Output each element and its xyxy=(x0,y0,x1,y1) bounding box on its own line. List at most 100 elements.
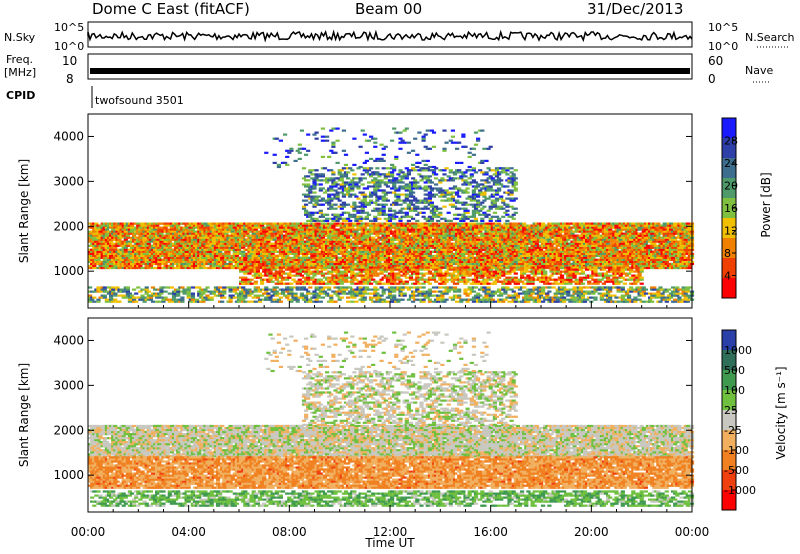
heatmap-cell xyxy=(169,286,174,289)
heatmap-cell xyxy=(452,286,458,289)
heatmap-cell xyxy=(354,230,359,233)
heatmap-cell xyxy=(358,292,363,295)
heatmap-cell xyxy=(295,300,300,303)
heatmap-cell xyxy=(423,222,428,225)
heatmap-cell xyxy=(243,224,248,227)
heatmap-cell xyxy=(366,246,372,249)
heatmap-cell xyxy=(375,240,380,243)
heatmap-cell xyxy=(239,262,244,266)
heatmap-cell xyxy=(379,286,384,289)
heatmap-cell xyxy=(121,256,126,259)
heatmap-cell xyxy=(582,292,588,295)
heatmap-cell xyxy=(243,230,248,233)
heatmap-cell xyxy=(113,230,118,233)
heatmap-cell xyxy=(199,224,204,227)
heatmap-cell xyxy=(109,294,114,297)
heatmap-cell xyxy=(425,234,430,237)
heatmap-cell xyxy=(320,232,325,235)
heatmap-cell xyxy=(316,296,321,299)
heatmap-cell xyxy=(387,292,393,295)
heatmap-cell xyxy=(580,296,585,299)
heatmap-cell xyxy=(652,292,657,295)
heatmap-cell xyxy=(125,286,130,289)
heatmap-cell xyxy=(421,260,426,263)
heatmap-cell xyxy=(650,292,655,295)
heatmap-cell xyxy=(442,246,447,249)
heatmap-cell xyxy=(637,290,642,293)
heatmap-cell xyxy=(278,226,283,229)
heatmap-cell xyxy=(352,224,357,227)
heatmap-cell xyxy=(425,264,430,268)
heatmap-cell xyxy=(94,222,99,225)
heatmap-cell xyxy=(257,290,263,293)
heatmap-cell xyxy=(348,286,353,289)
heatmap-cell xyxy=(199,246,204,249)
heatmap-cell xyxy=(434,222,439,225)
heatmap-cell xyxy=(186,288,191,291)
heatmap-cell xyxy=(228,286,233,289)
heatmap-cell xyxy=(455,300,460,303)
heatmap-cell xyxy=(360,294,365,297)
heatmap-cell xyxy=(157,254,162,257)
heatmap-cell xyxy=(687,286,692,289)
heatmap-cell xyxy=(222,240,227,243)
heatmap-cell xyxy=(88,264,93,268)
heatmap-cell xyxy=(356,222,361,225)
heatmap-cell xyxy=(564,288,569,291)
nsky-trace xyxy=(87,29,693,43)
heatmap-cell xyxy=(230,240,235,243)
heatmap-cell xyxy=(92,262,97,266)
heatmap-cell xyxy=(222,242,227,245)
heatmap-cell xyxy=(408,286,414,289)
heatmap-cell xyxy=(146,254,151,257)
heatmap-cell xyxy=(394,228,399,231)
heatmap-cell xyxy=(375,228,380,231)
heatmap-cell xyxy=(171,298,177,301)
heatmap-cell xyxy=(178,252,183,255)
heatmap-cell xyxy=(360,252,365,255)
heatmap-cell xyxy=(111,286,116,289)
heatmap-cell xyxy=(421,250,426,253)
heatmap-cell xyxy=(423,236,428,239)
heatmap-cell xyxy=(329,258,334,261)
heatmap-cell xyxy=(178,244,183,247)
heatmap-cell xyxy=(90,298,95,301)
heatmap-cell xyxy=(438,286,443,289)
heatmap-cell xyxy=(136,226,141,229)
heatmap-cell xyxy=(180,296,185,299)
heatmap-cell xyxy=(270,232,275,235)
heatmap-cell xyxy=(178,246,183,249)
heatmap-cell xyxy=(226,254,231,257)
heatmap-cell xyxy=(562,296,567,299)
heatmap-cell xyxy=(463,288,468,291)
heatmap-cell xyxy=(138,290,143,293)
heatmap-cell xyxy=(129,228,135,231)
heatmap-cell xyxy=(507,300,512,303)
heatmap-cell xyxy=(199,256,204,259)
heatmap-cell xyxy=(522,290,527,293)
heatmap-cell xyxy=(117,226,122,229)
heatmap-cell xyxy=(318,256,323,259)
heatmap-cell xyxy=(526,290,531,293)
heatmap-cell xyxy=(566,292,571,295)
heatmap-cell xyxy=(251,246,256,249)
heatmap-cell xyxy=(318,292,323,295)
heatmap-cell xyxy=(287,252,292,255)
heatmap-cell xyxy=(536,298,541,301)
heatmap-cell xyxy=(102,236,107,239)
heatmap-cell xyxy=(178,260,183,263)
heatmap-cell xyxy=(396,226,401,229)
heatmap-cell xyxy=(205,224,210,227)
heatmap-cell xyxy=(578,298,583,301)
heatmap-cell xyxy=(239,290,244,293)
heatmap-cell xyxy=(278,232,283,235)
heatmap-cell xyxy=(102,290,107,293)
heatmap-cell xyxy=(253,300,258,303)
heatmap-cell xyxy=(163,290,168,293)
heatmap-cell xyxy=(176,240,181,243)
heatmap-cell xyxy=(136,224,141,227)
heatmap-cell xyxy=(186,290,191,293)
heatmap-cell xyxy=(125,234,130,237)
heatmap-cell xyxy=(186,286,191,289)
heatmap-cell xyxy=(423,292,428,295)
